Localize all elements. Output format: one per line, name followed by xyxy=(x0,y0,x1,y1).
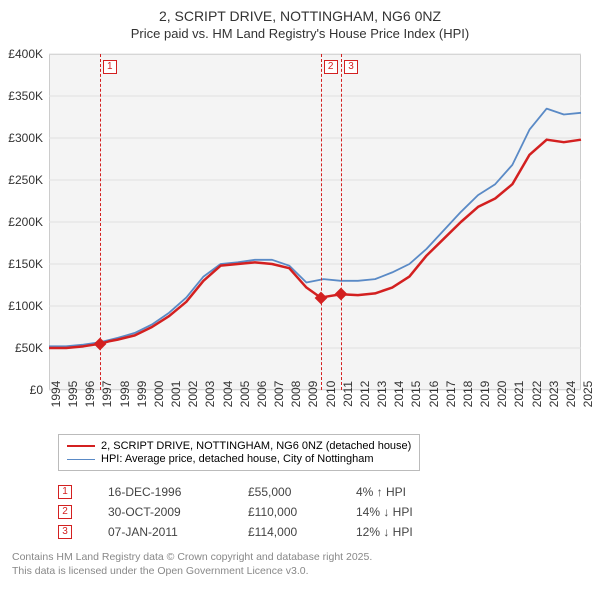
marker-row: 1 16-DEC-1996 £55,000 4% ↑ HPI xyxy=(58,482,456,502)
x-tick-label: 2019 xyxy=(478,381,492,408)
y-tick-label: £300K xyxy=(8,131,43,145)
x-tick-label: 2023 xyxy=(547,381,561,408)
legend-label-hpi: HPI: Average price, detached house, City… xyxy=(101,453,374,465)
x-tick-label: 2014 xyxy=(392,381,406,408)
x-tick-label: 2002 xyxy=(186,381,200,408)
chart-area: £0£50K£100K£150K£200K£250K£300K£350K£400… xyxy=(49,54,581,390)
marker-hpi: 12% ↓ HPI xyxy=(356,525,456,539)
attribution-line2: This data is licensed under the Open Gov… xyxy=(12,564,372,578)
x-tick-label: 2017 xyxy=(444,381,458,408)
marker-date: 07-JAN-2011 xyxy=(108,525,248,539)
marker-price: £110,000 xyxy=(248,505,356,519)
titles-block: 2, SCRIPT DRIVE, NOTTINGHAM, NG6 0NZ Pri… xyxy=(0,0,600,41)
event-marker-box: 1 xyxy=(103,60,117,74)
y-tick-label: £250K xyxy=(8,173,43,187)
series-line-price_paid xyxy=(49,140,581,348)
y-tick-label: £100K xyxy=(8,299,43,313)
legend: 2, SCRIPT DRIVE, NOTTINGHAM, NG6 0NZ (de… xyxy=(58,434,420,471)
title-sub: Price paid vs. HM Land Registry's House … xyxy=(0,26,600,41)
series-lines xyxy=(49,54,581,390)
chart-container: 2, SCRIPT DRIVE, NOTTINGHAM, NG6 0NZ Pri… xyxy=(0,0,600,590)
x-tick-label: 2000 xyxy=(152,381,166,408)
y-tick-label: £200K xyxy=(8,215,43,229)
marker-price: £55,000 xyxy=(248,485,356,499)
x-tick-label: 1996 xyxy=(83,381,97,408)
x-tick-label: 2007 xyxy=(272,381,286,408)
y-tick-label: £150K xyxy=(8,257,43,271)
x-tick-label: 2013 xyxy=(375,381,389,408)
attribution-line1: Contains HM Land Registry data © Crown c… xyxy=(12,550,372,564)
marker-date: 16-DEC-1996 xyxy=(108,485,248,499)
title-main: 2, SCRIPT DRIVE, NOTTINGHAM, NG6 0NZ xyxy=(0,8,600,24)
x-tick-label: 2010 xyxy=(324,381,338,408)
marker-box-icon: 1 xyxy=(58,485,72,499)
marker-price: £114,000 xyxy=(248,525,356,539)
marker-hpi: 14% ↓ HPI xyxy=(356,505,456,519)
legend-swatch-price xyxy=(67,445,95,447)
x-tick-label: 2004 xyxy=(221,381,235,408)
x-tick-label: 2024 xyxy=(564,381,578,408)
marker-row: 3 07-JAN-2011 £114,000 12% ↓ HPI xyxy=(58,522,456,542)
x-tick-label: 2025 xyxy=(581,381,595,408)
event-marker-box: 2 xyxy=(324,60,338,74)
marker-hpi: 4% ↑ HPI xyxy=(356,485,456,499)
marker-box-icon: 2 xyxy=(58,505,72,519)
y-tick-label: £50K xyxy=(15,341,43,355)
attribution: Contains HM Land Registry data © Crown c… xyxy=(12,550,372,578)
event-marker-line xyxy=(341,54,342,390)
x-tick-label: 2012 xyxy=(358,381,372,408)
x-tick-label: 1997 xyxy=(100,381,114,408)
event-marker-box: 3 xyxy=(344,60,358,74)
x-tick-label: 2009 xyxy=(306,381,320,408)
marker-table: 1 16-DEC-1996 £55,000 4% ↑ HPI 2 30-OCT-… xyxy=(58,482,456,542)
marker-row: 2 30-OCT-2009 £110,000 14% ↓ HPI xyxy=(58,502,456,522)
x-tick-label: 2018 xyxy=(461,381,475,408)
x-tick-label: 2021 xyxy=(512,381,526,408)
marker-box-icon: 3 xyxy=(58,525,72,539)
x-tick-label: 2016 xyxy=(427,381,441,408)
legend-item-hpi: HPI: Average price, detached house, City… xyxy=(67,453,411,465)
series-line-hpi xyxy=(49,109,581,347)
x-tick-label: 2003 xyxy=(203,381,217,408)
y-tick-label: £350K xyxy=(8,89,43,103)
x-tick-label: 1995 xyxy=(66,381,80,408)
x-tick-label: 2008 xyxy=(289,381,303,408)
x-tick-label: 2015 xyxy=(409,381,423,408)
event-marker-line xyxy=(321,54,322,390)
x-tick-label: 2020 xyxy=(495,381,509,408)
marker-date: 30-OCT-2009 xyxy=(108,505,248,519)
legend-swatch-hpi xyxy=(67,459,95,460)
x-tick-label: 2006 xyxy=(255,381,269,408)
x-tick-label: 2022 xyxy=(530,381,544,408)
legend-item-price: 2, SCRIPT DRIVE, NOTTINGHAM, NG6 0NZ (de… xyxy=(67,440,411,452)
x-tick-label: 1994 xyxy=(49,381,63,408)
x-tick-label: 1999 xyxy=(135,381,149,408)
x-tick-label: 2005 xyxy=(238,381,252,408)
legend-label-price: 2, SCRIPT DRIVE, NOTTINGHAM, NG6 0NZ (de… xyxy=(101,440,411,452)
y-tick-label: £0 xyxy=(30,383,43,397)
y-tick-label: £400K xyxy=(8,47,43,61)
x-tick-label: 2001 xyxy=(169,381,183,408)
x-tick-label: 2011 xyxy=(341,381,355,407)
x-tick-label: 1998 xyxy=(118,381,132,408)
